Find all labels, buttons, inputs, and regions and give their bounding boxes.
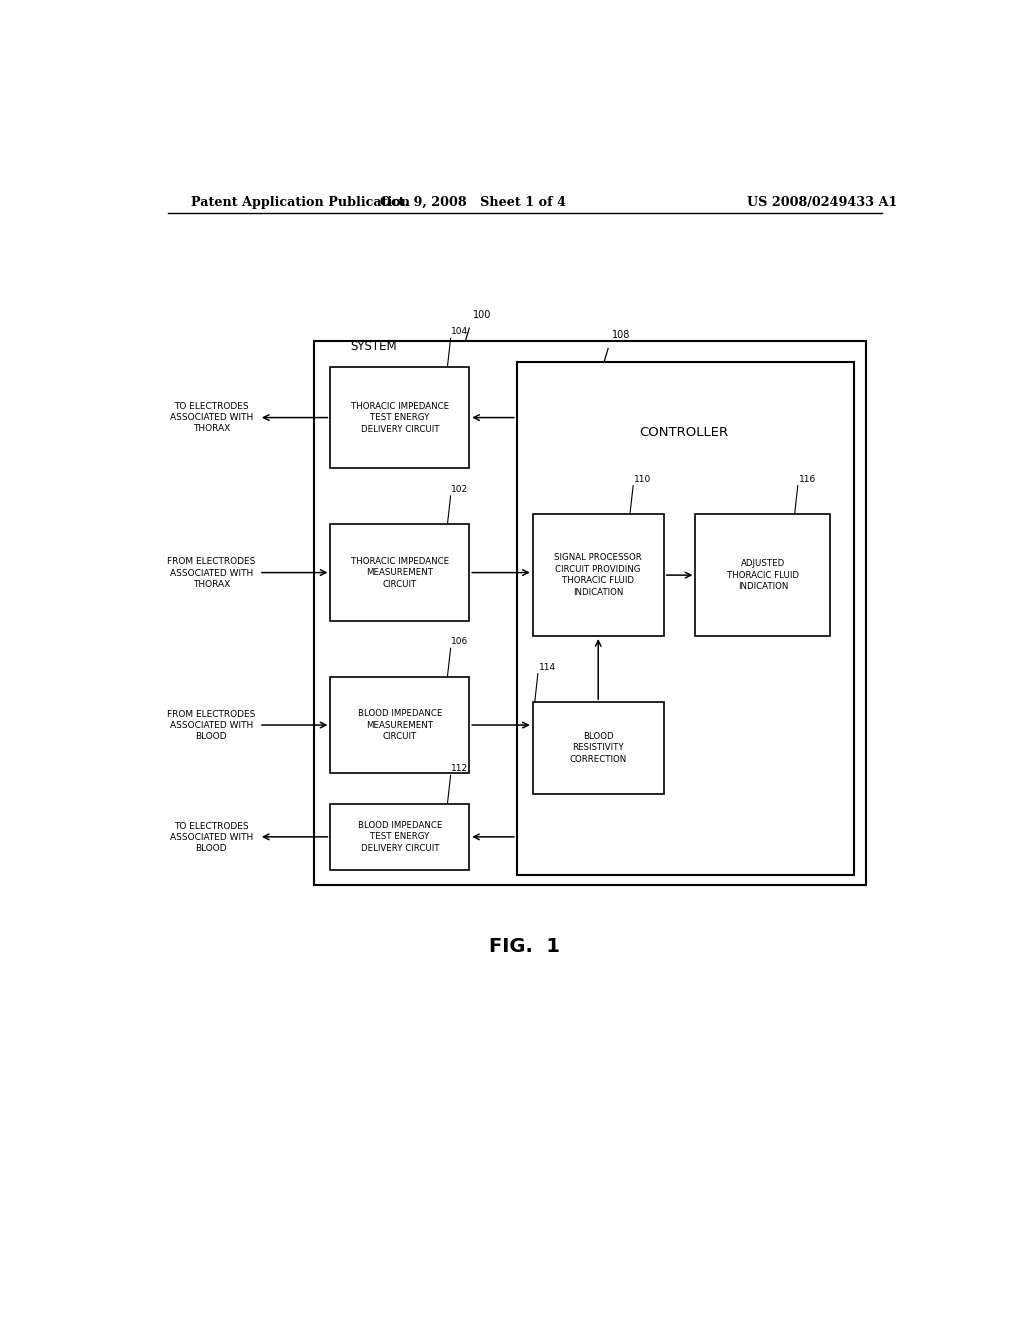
Text: 116: 116	[799, 475, 816, 483]
Text: TO ELECTRODES
ASSOCIATED WITH
BLOOD: TO ELECTRODES ASSOCIATED WITH BLOOD	[170, 822, 253, 853]
Bar	[532, 513, 664, 636]
Text: THORACIC IMPEDANCE
TEST ENERGY
DELIVERY CIRCUIT: THORACIC IMPEDANCE TEST ENERGY DELIVERY …	[351, 401, 449, 433]
Bar	[331, 804, 469, 870]
Text: 110: 110	[634, 475, 651, 483]
Text: FROM ELECTRODES
ASSOCIATED WITH
BLOOD: FROM ELECTRODES ASSOCIATED WITH BLOOD	[167, 710, 256, 741]
Text: BLOOD IMPEDANCE
TEST ENERGY
DELIVERY CIRCUIT: BLOOD IMPEDANCE TEST ENERGY DELIVERY CIR…	[357, 821, 442, 853]
Text: SIGNAL PROCESSOR
CIRCUIT PROVIDING
THORACIC FLUID
INDICATION: SIGNAL PROCESSOR CIRCUIT PROVIDING THORA…	[554, 553, 642, 597]
Text: 106: 106	[452, 638, 469, 647]
Text: BLOOD
RESISTIVITY
CORRECTION: BLOOD RESISTIVITY CORRECTION	[569, 733, 627, 764]
Text: 102: 102	[452, 484, 469, 494]
Text: THORACIC IMPEDANCE
MEASUREMENT
CIRCUIT: THORACIC IMPEDANCE MEASUREMENT CIRCUIT	[351, 557, 449, 589]
Text: CONTROLLER: CONTROLLER	[639, 426, 728, 440]
Bar	[331, 524, 469, 620]
Bar	[532, 702, 664, 793]
Text: FROM ELECTRODES
ASSOCIATED WITH
THORAX: FROM ELECTRODES ASSOCIATED WITH THORAX	[167, 557, 256, 589]
Text: 100: 100	[473, 310, 492, 319]
Text: 108: 108	[612, 330, 631, 341]
Bar	[331, 367, 469, 469]
Text: Patent Application Publication: Patent Application Publication	[191, 195, 411, 209]
Text: FIG.  1: FIG. 1	[489, 937, 560, 956]
Text: BLOOD IMPEDANCE
MEASUREMENT
CIRCUIT: BLOOD IMPEDANCE MEASUREMENT CIRCUIT	[357, 709, 442, 741]
Text: US 2008/0249433 A1: US 2008/0249433 A1	[748, 195, 897, 209]
Text: 114: 114	[539, 663, 556, 672]
Text: 112: 112	[452, 764, 469, 774]
Bar	[331, 677, 469, 774]
Text: Oct. 9, 2008   Sheet 1 of 4: Oct. 9, 2008 Sheet 1 of 4	[380, 195, 566, 209]
Text: TO ELECTRODES
ASSOCIATED WITH
THORAX: TO ELECTRODES ASSOCIATED WITH THORAX	[170, 403, 253, 433]
Bar	[517, 362, 854, 875]
Bar	[695, 513, 830, 636]
Text: 104: 104	[452, 327, 469, 337]
Text: SYSTEM: SYSTEM	[350, 341, 397, 352]
Bar	[314, 342, 866, 886]
Text: ADJUSTED
THORACIC FLUID
INDICATION: ADJUSTED THORACIC FLUID INDICATION	[727, 560, 799, 591]
